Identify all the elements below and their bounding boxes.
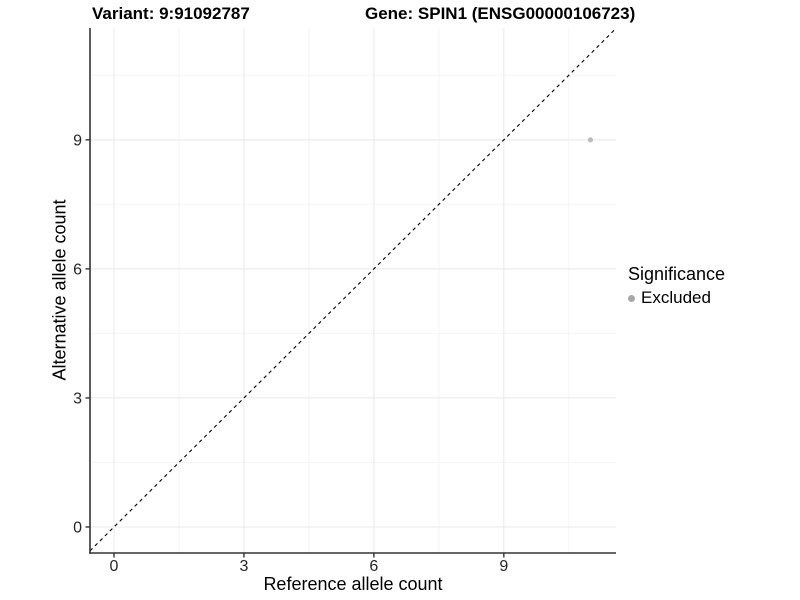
y-tick-label: 9: [73, 132, 82, 149]
legend-title: Significance: [628, 264, 726, 284]
y-tick-label: 0: [73, 519, 82, 536]
legend-item-label: Excluded: [641, 288, 711, 307]
x-tick-label: 0: [110, 558, 119, 575]
x-tick-label: 6: [369, 558, 378, 575]
plot-title-variant: Variant: 9:91092787: [92, 4, 250, 23]
x-tick-label: 9: [499, 558, 508, 575]
y-tick-label: 6: [73, 261, 82, 278]
legend: Significance Excluded: [628, 263, 725, 308]
plot-title-gene: Gene: SPIN1 (ENSG00000106723): [365, 4, 636, 23]
legend-item-excluded: Excluded: [628, 288, 725, 308]
legend-point-icon: [628, 294, 635, 302]
identity-dashed-line: [89, 28, 617, 552]
y-tick-label: 3: [73, 390, 82, 407]
x-axis-title: Reference allele count: [263, 574, 443, 594]
data-point-excluded: [587, 137, 594, 143]
x-tick-label: 3: [239, 558, 248, 575]
